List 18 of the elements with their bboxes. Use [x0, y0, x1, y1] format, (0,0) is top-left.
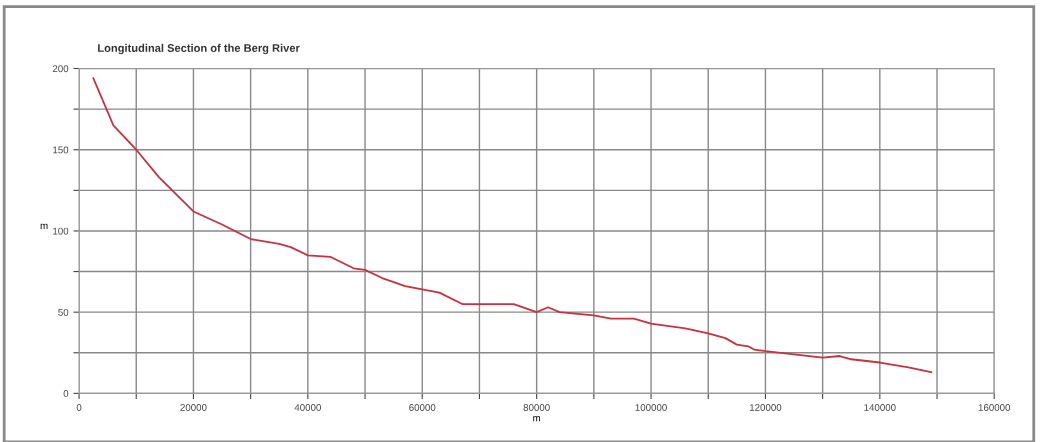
- x-axis-title: m: [533, 416, 541, 422]
- y-tick-label: 200: [52, 65, 69, 73]
- x-tick-label: 20000: [180, 404, 207, 411]
- y-axis-title: m: [40, 223, 48, 229]
- y-tick-label: 50: [58, 308, 69, 316]
- x-tick-label: 160000: [978, 404, 1011, 411]
- x-tick-label: 100000: [635, 404, 667, 411]
- x-tick-label: 40000: [294, 404, 321, 411]
- line-series: [92, 77, 933, 374]
- x-tick-label: 0: [76, 404, 82, 411]
- chart-title: Longitudinal Section of the Berg River: [98, 43, 300, 55]
- y-tick-label: 150: [53, 146, 69, 154]
- y-tick-label: 0: [63, 390, 69, 397]
- x-tick-label: 60000: [409, 404, 436, 411]
- y-tick-label: 100: [53, 227, 69, 235]
- x-tick-label: 140000: [864, 404, 896, 411]
- x-tick-label: 80000: [523, 404, 550, 411]
- x-tick-label: 120000: [749, 404, 782, 411]
